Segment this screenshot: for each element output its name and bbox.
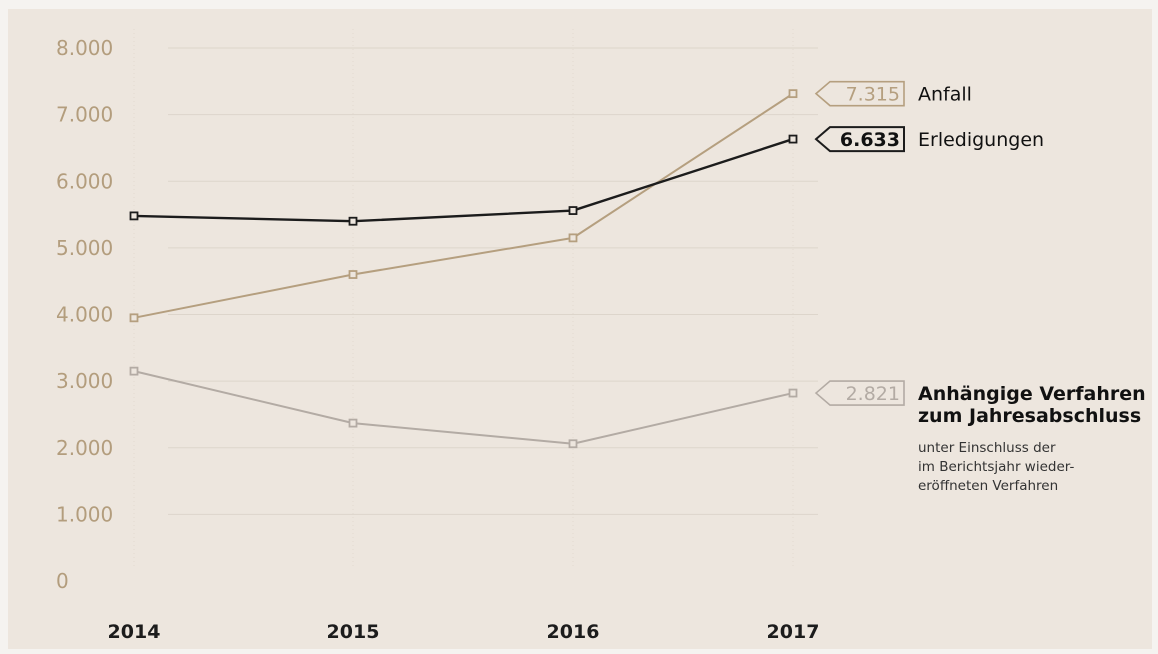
data-point-anhaengig	[568, 439, 578, 449]
series-line-anfall	[133, 92, 794, 319]
series-line-anhaengig	[133, 370, 794, 445]
grid-lines	[133, 29, 818, 569]
series-name-anhaengig: Anhängige Verfahren	[918, 383, 1146, 405]
x-tick-label: 2015	[327, 621, 380, 643]
series-line-erledigungen	[133, 137, 794, 223]
x-tick-label: 2014	[108, 621, 161, 643]
data-point-anhaengig	[348, 418, 358, 428]
value-label-anhaengig: 2.821	[846, 383, 900, 405]
x-tick-label: 2016	[547, 621, 600, 643]
data-point-erledigungen	[348, 216, 358, 226]
y-tick-label: 0	[56, 569, 69, 593]
series-name-erledigungen: Erledigungen	[918, 129, 1044, 151]
data-point-erledigungen	[129, 211, 139, 221]
chart-canvas: 0 1.000 2.000 3.000 4.000 5.000 6.000 7.000 8.00…	[8, 9, 1152, 649]
value-label-erledigungen: 6.633	[840, 129, 900, 151]
value-tag-anfall	[814, 80, 905, 107]
y-tick-label: 8.000	[56, 36, 113, 60]
y-axis: 0 1.000 2.000 3.000 4.000 5.000 6.000 7.000 8.00…	[56, 36, 113, 593]
series-subtitle-anhaengig: unter Einschluss der	[918, 440, 1056, 456]
series-subtitle-anhaengig: eröffneten Verfahren	[918, 478, 1058, 494]
data-point-anhaengig	[788, 388, 798, 398]
x-axis: 2014 2015 2016 2017	[108, 621, 820, 643]
y-tick-label: 2.000	[56, 436, 113, 460]
y-tick-label: 4.000	[56, 303, 113, 327]
data-point-anfall	[129, 313, 139, 323]
series-group	[129, 89, 798, 449]
y-tick-label: 5.000	[56, 236, 113, 260]
series-labels: 7.315 Anfall 6.633 Erledigungen 2.821 Anhängi…	[814, 80, 1146, 494]
y-tick-label: 1.000	[56, 502, 113, 526]
y-tick-label: 3.000	[56, 369, 113, 393]
data-point-anfall	[788, 89, 798, 99]
data-point-anhaengig	[129, 366, 139, 376]
data-point-anfall	[568, 233, 578, 243]
value-tag-anhaengig	[814, 380, 905, 406]
data-point-anfall	[348, 270, 358, 279]
x-tick-label: 2017	[767, 621, 820, 643]
series-name-anfall: Anfall	[918, 84, 972, 106]
data-point-erledigungen	[788, 134, 798, 144]
series-name-anhaengig: zum Jahresabschluss	[918, 405, 1141, 427]
line-chart: 0 1.000 2.000 3.000 4.000 5.000 6.000 7.000 8.00…	[56, 29, 1146, 643]
value-tag-erledigungen	[814, 126, 905, 153]
series-subtitle-anhaengig: im Berichtsjahr wieder-	[918, 459, 1074, 475]
y-tick-label: 6.000	[56, 169, 113, 193]
value-label-anfall: 7.315	[846, 84, 900, 106]
y-tick-label: 7.000	[56, 103, 113, 127]
data-point-erledigungen	[568, 206, 578, 215]
